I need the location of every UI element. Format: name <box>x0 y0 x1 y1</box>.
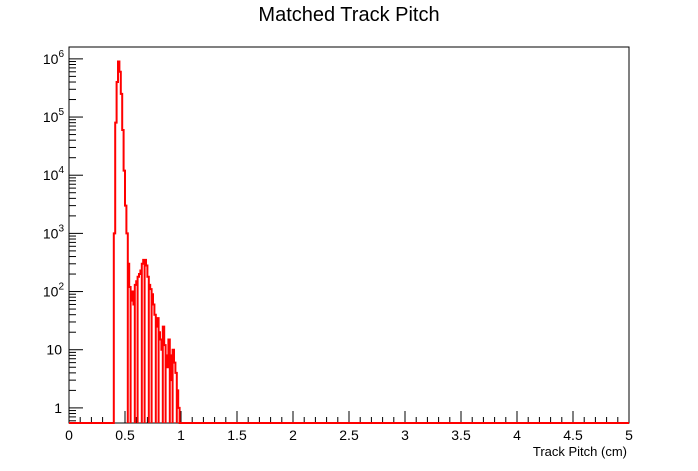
x-tick-label: 4.5 <box>563 427 583 443</box>
x-axis-title: Track Pitch (cm) <box>533 444 627 459</box>
x-tick-label: 1 <box>177 427 185 443</box>
plot-frame <box>68 46 630 424</box>
x-tick-label: 4 <box>513 427 521 443</box>
x-tick-label: 3.5 <box>451 427 471 443</box>
x-tick-label: 2.5 <box>339 427 359 443</box>
y-tick-label: 105 <box>43 107 65 125</box>
y-tick-label: 102 <box>43 282 65 300</box>
y-tick-label: 103 <box>43 223 65 241</box>
histogram-series-line <box>69 60 629 424</box>
y-tick-label: 1 <box>54 400 62 416</box>
x-tick-label: 1.5 <box>227 427 247 443</box>
x-tick-label: 2 <box>289 427 297 443</box>
x-tick-label: 0.5 <box>115 427 135 443</box>
x-tick-label: 5 <box>625 427 633 443</box>
y-tick-label: 104 <box>43 165 65 183</box>
axis-tick-labels: 0 0.5 1 1.5 2 2.5 3 3.5 4 4.5 5 1 10 102 103 104 105 106 <box>43 49 633 443</box>
chart-title: Matched Track Pitch <box>258 4 440 26</box>
x-tick-label: 0 <box>65 427 73 443</box>
y-tick-label: 10 <box>46 342 62 358</box>
y-tick-label: 106 <box>43 49 65 67</box>
x-tick-label: 3 <box>401 427 409 443</box>
axis-ticks <box>68 58 630 423</box>
